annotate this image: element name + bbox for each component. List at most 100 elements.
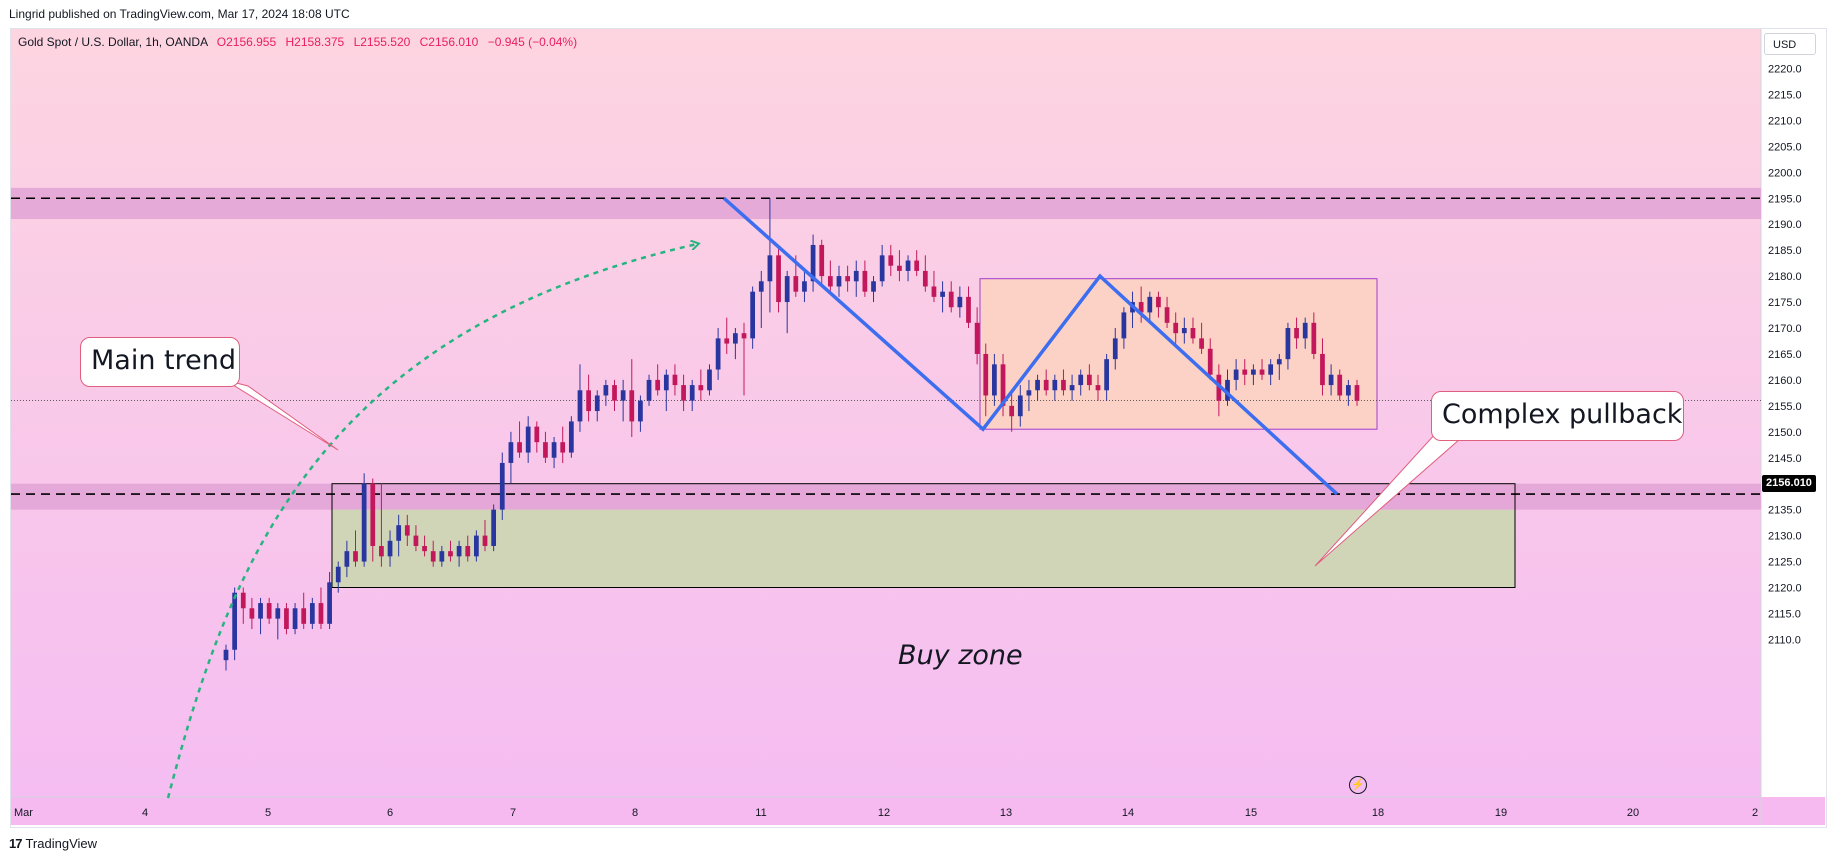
candle-body [1000, 364, 1006, 406]
candle [370, 478, 376, 562]
candle-body [1311, 322, 1317, 354]
candle [1095, 374, 1101, 401]
candle [379, 483, 384, 567]
candle-body [888, 255, 894, 266]
support-band [11, 483, 1761, 510]
candle-body [413, 535, 419, 546]
candle [948, 281, 954, 313]
price-tick-label: 2155.0 [1768, 401, 1802, 413]
close-value: C2156.010 [419, 35, 479, 49]
complex-pullback-callout: Complex pullback [1431, 391, 1684, 441]
candle-body [689, 385, 695, 401]
price-tick-label: 2135.0 [1768, 505, 1802, 517]
candle [853, 260, 859, 297]
candle-body [448, 551, 453, 557]
candle [707, 364, 712, 396]
candle-body [551, 442, 557, 458]
candle-body [1190, 328, 1196, 339]
candle-body [1199, 338, 1204, 349]
candle-body [733, 333, 738, 344]
candle [1156, 291, 1161, 318]
candle-body [672, 374, 678, 386]
price-tick-label: 2115.0 [1768, 608, 1801, 620]
candle-body [534, 426, 540, 443]
candle [1294, 317, 1299, 349]
candle-body [629, 390, 635, 422]
candle-body [897, 265, 902, 271]
candle-body [1156, 296, 1161, 308]
candle-body [802, 281, 807, 292]
candle [810, 234, 816, 292]
candle [741, 322, 747, 396]
candle [223, 644, 229, 671]
last-price-tag: 2156.010 [1762, 475, 1816, 492]
candle [724, 317, 730, 354]
candle-body [379, 545, 384, 557]
candle [309, 597, 315, 630]
candle-body [1225, 379, 1230, 401]
candle [1337, 369, 1343, 401]
candle [1242, 359, 1248, 386]
candle-body [992, 364, 997, 396]
candle [1086, 364, 1092, 391]
candle [957, 286, 963, 318]
candle-body [655, 379, 661, 391]
candle-body [594, 395, 600, 412]
candle [646, 374, 652, 406]
buy-zone-label: Buy zone [898, 640, 1023, 671]
candle [940, 281, 945, 313]
candle-body [1345, 385, 1351, 396]
price-tick-label: 2150.0 [1768, 427, 1802, 439]
candle [465, 535, 471, 562]
candle-body [724, 338, 730, 344]
candle [543, 431, 548, 463]
candle [499, 452, 505, 521]
candle-body [404, 525, 410, 536]
candle [1345, 379, 1351, 406]
candle [663, 369, 669, 412]
candle-body [1086, 374, 1092, 386]
candle-body [1069, 385, 1075, 391]
candle [1112, 328, 1118, 370]
candle [1035, 374, 1040, 401]
time-tick-label: 14 [1122, 807, 1134, 819]
candle-body [240, 592, 246, 609]
candle [404, 514, 410, 546]
price-tick-label: 2145.0 [1768, 453, 1802, 465]
candle-body [353, 551, 358, 562]
candle-body [905, 260, 911, 271]
candle-body [309, 603, 315, 624]
high-value: H2158.375 [285, 35, 345, 49]
candle [1320, 338, 1325, 396]
open-value: O2156.955 [216, 35, 277, 49]
candle [517, 421, 522, 458]
candle [767, 198, 773, 313]
candle [1354, 379, 1360, 406]
lightning-icon[interactable]: ⚡ [1349, 776, 1367, 794]
candle-body [862, 270, 868, 292]
candle-body [456, 545, 462, 557]
candle [1328, 364, 1334, 396]
price-tick-label: 2200.0 [1768, 167, 1802, 179]
candle-body [1043, 379, 1049, 391]
candle [586, 374, 591, 422]
candle [1009, 390, 1015, 432]
price-tick-label: 2220.0 [1768, 64, 1802, 76]
candle-body [517, 442, 522, 453]
candle-body [810, 244, 816, 282]
candle [974, 307, 980, 365]
candle-body [482, 535, 488, 546]
price-tick-label: 2185.0 [1768, 245, 1802, 257]
time-tick-label: 7 [510, 807, 516, 819]
candle-body [948, 291, 954, 308]
candle [284, 603, 289, 635]
candle [879, 244, 885, 287]
candle [456, 540, 462, 567]
candle [1078, 369, 1084, 396]
currency-selector[interactable]: USD [1764, 33, 1816, 55]
candle-body [1276, 359, 1282, 365]
candle [655, 364, 661, 396]
candle-body [698, 385, 704, 391]
candle [275, 603, 281, 640]
chart-frame [10, 28, 1827, 828]
